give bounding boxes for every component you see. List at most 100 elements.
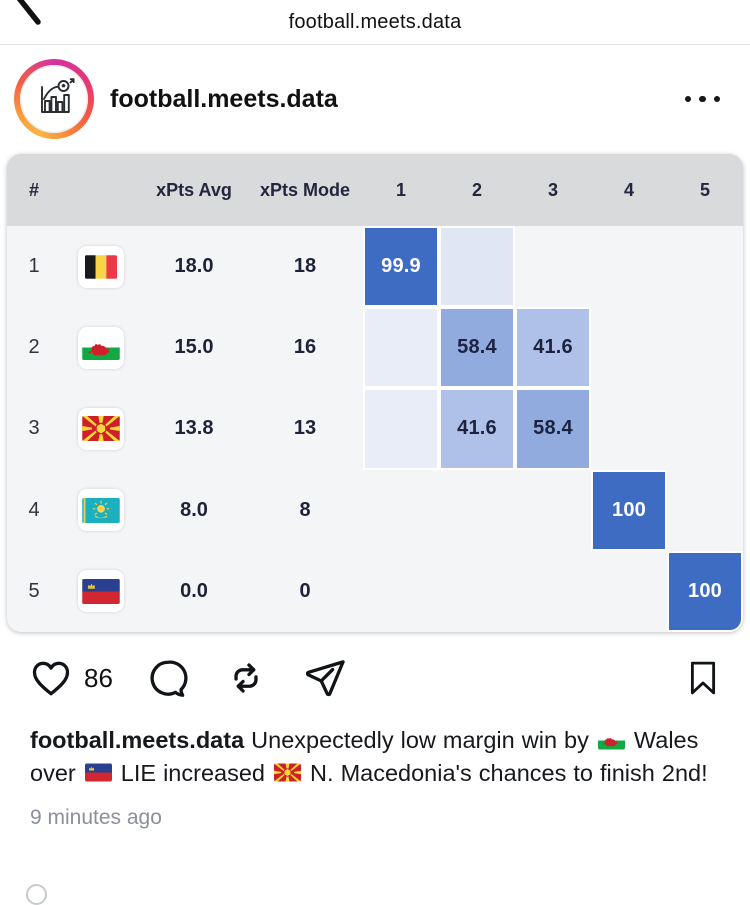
post-caption: football.meets.data Unexpectedly low mar… [0,700,750,789]
col-rank: # [28,179,39,200]
prob-cell-pos-5 [667,470,743,551]
prob-cell-pos-1: 99.9 [363,226,439,308]
table-row-kazakhstan: 4 8.0 8 100 [7,469,743,551]
prob-cell-pos-4 [591,388,667,469]
prob-cell-pos-2: 58.4 [439,307,515,389]
table-row-belgium: 1 18.0 18 99.9 [7,226,743,308]
post-username[interactable]: football.meets.data [110,84,338,113]
save-button[interactable] [686,656,720,700]
flag-cell [61,326,141,369]
rank-cell: 4 [28,498,40,521]
table-row-north-macedonia: 3 13.8 13 41.6 58.4 [7,388,743,470]
caption-text-4: N. Macedonia's chances to finish 2nd! [303,759,708,786]
wales-flag-emoji [597,731,625,750]
liechtenstein-flag-icon [78,570,124,613]
like-button[interactable] [28,656,74,700]
chevron-left-icon [16,0,41,25]
caption-text-3: LIE increased [113,759,273,786]
prob-cell-pos-2: 41.6 [439,388,515,470]
table-row-wales: 2 15.0 16 58.4 41.6 [7,307,743,389]
xpts-avg-cell: 18.0 [174,255,214,278]
heart-icon [32,661,70,696]
prob-cell-pos-5 [667,388,743,469]
repost-icon [234,663,258,693]
col-pos-2: 2 [471,179,482,200]
col-pos-3: 3 [547,179,558,200]
prob-cell-pos-3: 58.4 [515,388,591,470]
kazakhstan-flag-icon [78,489,124,532]
post-header: football.meets.data [0,45,750,153]
table-row-liechtenstein: 5 0.0 0 100 [7,550,743,632]
prob-cell-pos-3 [515,551,591,632]
bar-chart-football-logo-icon [20,65,88,133]
xpts-avg-cell: 8.0 [180,498,208,521]
prob-cell-pos-5: 100 [667,550,743,632]
liechtenstein-flag-emoji [84,763,112,782]
col-pos-4: 4 [623,179,634,200]
prob-cell-pos-4: 100 [591,469,667,551]
col-pos-5: 5 [699,179,710,200]
flag-cell [61,407,141,450]
xpts-avg-cell: 0.0 [180,579,208,602]
north-macedonia-flag-icon [78,407,124,450]
xpts-avg-cell: 15.0 [174,336,214,359]
comment-icon [150,660,188,697]
caption-username[interactable]: football.meets.data [30,727,245,753]
prob-cell-pos-2 [439,551,515,632]
prob-cell-pos-3 [515,226,591,307]
comment-button[interactable] [145,656,191,700]
share-icon [305,660,345,697]
caption-text-1: Unexpectedly low margin win by [244,727,596,753]
col-pos-1: 1 [395,179,406,200]
post-menu-button[interactable] [681,86,725,113]
caption-text-2: Wales over [30,727,699,786]
rank-cell: 5 [28,579,40,602]
xpts-mode-cell: 8 [299,498,311,521]
prob-cell-pos-5 [667,226,743,307]
belgium-flag-icon [78,245,124,288]
prob-cell-pos-1 [363,551,439,632]
prob-cell-pos-1 [363,470,439,551]
wales-flag-icon [78,326,124,369]
prob-cell-pos-4 [591,307,667,388]
flag-cell [61,245,141,288]
profile-avatar[interactable] [14,59,94,139]
share-button[interactable] [303,656,349,700]
prob-cell-pos-1 [363,307,439,389]
prob-cell-pos-3: 41.6 [515,307,591,389]
prob-cell-pos-4 [591,226,667,307]
post-media[interactable]: # xPts Avg xPts Mode 1 2 3 4 5 1 18.0 18 99… [0,153,750,632]
xpts-avg-cell: 13.8 [174,417,214,440]
prob-cell-pos-5 [667,307,743,388]
rank-cell: 3 [28,417,40,440]
north-macedonia-flag-emoji [274,763,302,782]
xpts-mode-cell: 18 [293,255,317,278]
table-header-row: # xPts Avg xPts Mode 1 2 3 4 5 [7,154,743,226]
rank-cell: 1 [28,255,40,278]
xpts-mode-cell: 0 [299,579,311,602]
top-nav-bar: football.meets.data [0,0,750,45]
back-button[interactable] [6,0,50,34]
table-body: 1 18.0 18 99.9 2 15.0 16 58.4 41.6 3 13.8 13 41.6 58.… [7,226,743,632]
col-xpts-avg: xPts Avg [156,179,232,200]
prob-cell-pos-2 [439,226,515,308]
next-post-avatar-peek [26,884,47,905]
col-xpts-mode: xPts Mode [259,179,351,200]
xpts-mode-cell: 13 [293,417,317,440]
xpts-mode-cell: 16 [293,336,317,359]
repost-button[interactable] [225,656,267,700]
bookmark-icon [690,661,716,695]
rank-cell: 2 [28,336,40,359]
post-timestamp: 9 minutes ago [30,806,162,829]
prob-cell-pos-1 [363,388,439,470]
flag-cell [61,570,141,613]
prob-cell-pos-4 [591,551,667,632]
ellipsis-icon [684,95,691,103]
like-count[interactable]: 86 [84,662,113,693]
xpts-table-card: # xPts Avg xPts Mode 1 2 3 4 5 1 18.0 18 99… [7,154,743,632]
prob-cell-pos-3 [515,470,591,551]
prob-cell-pos-2 [439,470,515,551]
action-bar: 86 [0,632,750,700]
flag-cell [61,489,141,532]
nav-title: football.meets.data [288,10,462,33]
